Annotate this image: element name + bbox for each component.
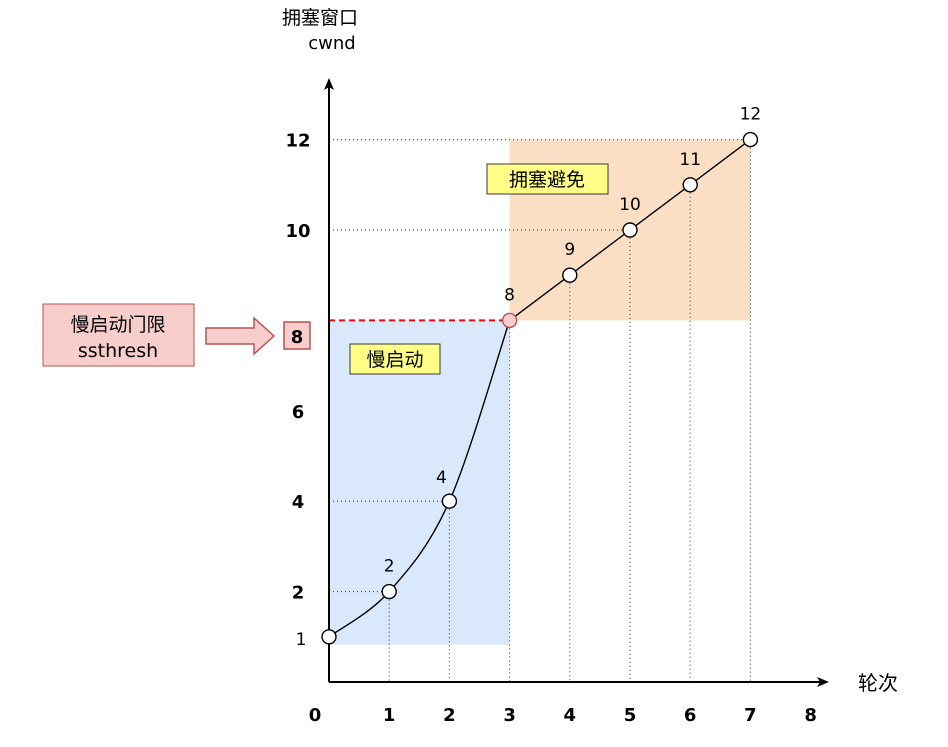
ssthresh-label-line1: 慢启动门限 <box>70 314 165 336</box>
congestion-avoidance-label-box: 拥塞避免 <box>486 163 609 195</box>
congestion-avoidance-label: 拥塞避免 <box>509 169 585 191</box>
data-point <box>501 312 518 329</box>
x-tick-label: 6 <box>684 705 697 726</box>
y-axis-subtitle: cwnd <box>308 33 355 54</box>
data-point <box>321 629 337 645</box>
point-label: 9 <box>564 240 575 260</box>
x-tick-label: 2 <box>443 705 456 726</box>
ssthresh-label-box <box>42 303 195 367</box>
slow-start-label-box: 慢启动 <box>349 343 441 375</box>
data-point <box>622 222 638 238</box>
y-tick-label: 10 <box>285 221 310 242</box>
guide-lines <box>329 139 751 682</box>
point-label: 2 <box>384 557 395 577</box>
y-tick-label: 2 <box>292 583 305 604</box>
data-point <box>682 177 698 193</box>
point-label: 1 <box>296 630 307 650</box>
data-point <box>562 267 578 283</box>
y-tick-label: 6 <box>292 402 305 423</box>
data-point <box>441 493 458 509</box>
ssthresh-label-line2: ssthresh <box>78 340 158 362</box>
ssthresh-annotation: 慢启动门限 ssthresh 8 <box>42 303 311 367</box>
point-label: 12 <box>740 105 762 125</box>
data-point <box>742 131 759 148</box>
y-tick-label: 12 <box>285 131 310 152</box>
point-label: 10 <box>619 195 641 215</box>
x-axis-title: 轮次 <box>858 671 898 695</box>
x-tick-label: 4 <box>564 705 577 726</box>
x-tick-label: 1 <box>383 705 396 726</box>
point-label: 8 <box>504 285 515 305</box>
ssthresh-value: 8 <box>291 327 304 348</box>
x-tick-label: 3 <box>503 705 516 726</box>
x-tick-label: 7 <box>744 705 757 726</box>
x-tick-label: 8 <box>804 705 817 726</box>
y-axis-title: 拥塞窗口 <box>282 7 358 29</box>
y-tick-label: 4 <box>292 492 305 513</box>
x-tick-label: 0 <box>309 705 322 726</box>
data-point <box>381 583 397 600</box>
point-label: 4 <box>436 468 447 488</box>
ssthresh-value-box <box>283 321 311 350</box>
x-tick-label: 5 <box>624 705 637 726</box>
slow-start-label: 慢启动 <box>366 349 423 371</box>
point-label: 11 <box>679 150 701 170</box>
cwnd-curve <box>328 139 751 638</box>
ssthresh-arrow-icon <box>205 316 276 356</box>
